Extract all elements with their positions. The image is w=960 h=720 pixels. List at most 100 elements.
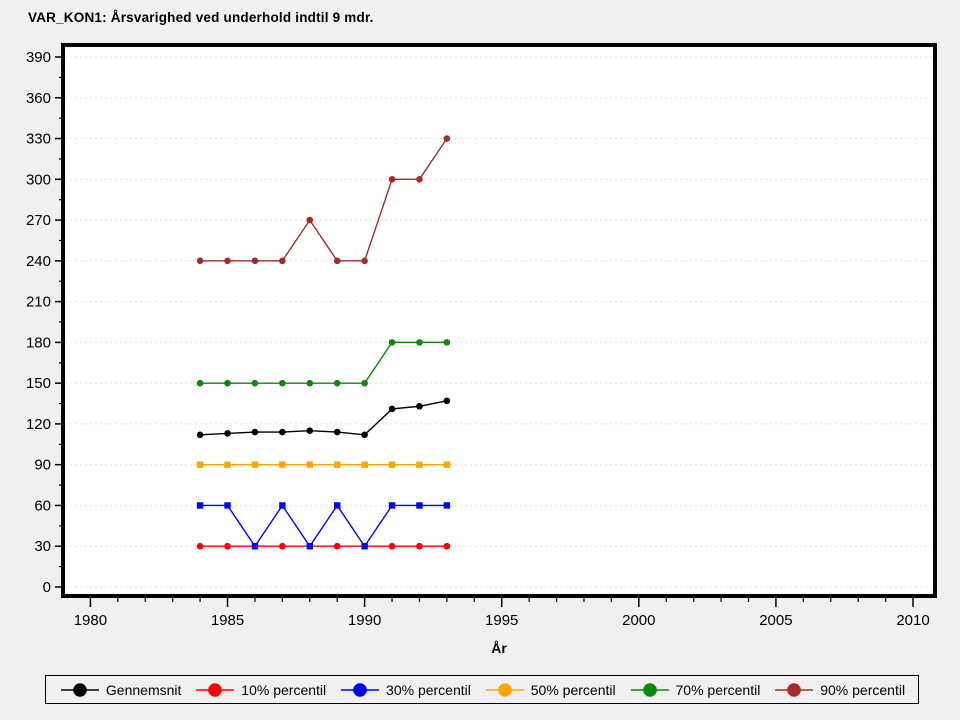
y-tick-label: 150 (26, 375, 51, 392)
data-point-marker (416, 339, 423, 346)
data-point-marker (388, 461, 396, 468)
legend-label: 90% percentil (820, 681, 906, 698)
data-point-marker (361, 461, 368, 468)
data-point-marker (388, 176, 396, 183)
data-point-marker (306, 461, 313, 468)
y-tick-label: 90 (34, 457, 51, 474)
legend-marker-icon (60, 682, 99, 697)
data-point-marker (334, 461, 341, 468)
x-tick-label: 1985 (211, 612, 244, 629)
data-point-marker (196, 379, 204, 387)
data-point-marker (443, 339, 451, 346)
legend-dot (642, 682, 657, 697)
data-point-marker (196, 257, 204, 265)
legend-dot (73, 682, 87, 697)
data-point-marker (361, 543, 368, 550)
legend-item-1: 10% percentil (194, 681, 326, 699)
data-point-marker (224, 502, 231, 509)
data-point-marker (443, 461, 451, 468)
data-point-marker (443, 135, 451, 142)
x-tick-label: 2010 (896, 612, 929, 629)
legend-item-2: 30% percentil (339, 681, 471, 699)
data-point-marker (333, 257, 341, 265)
y-axis-ticks: 0 30 60 90 120 150 180 210 240 270 300 330 360 390 (26, 49, 63, 596)
data-point-marker (251, 461, 259, 468)
data-point-marker (388, 405, 396, 413)
data-point-marker (279, 428, 286, 436)
data-point-marker (306, 216, 314, 224)
data-point-marker (443, 542, 451, 550)
data-point-marker (416, 176, 423, 183)
data-point-marker (333, 542, 341, 550)
chart-title: VAR_KON1: Årsvarighed ved underhold indt… (28, 10, 374, 25)
data-point-marker (361, 257, 368, 265)
data-point-marker (251, 428, 259, 436)
series-gennemsnit (196, 397, 451, 439)
y-tick-label: 390 (26, 49, 51, 66)
data-point-marker (416, 461, 423, 468)
series-70-percentil (196, 339, 451, 387)
legend-dot (353, 682, 367, 697)
data-point-marker (224, 257, 231, 265)
data-point-marker (279, 542, 286, 550)
legend-marker-icon (485, 682, 524, 697)
legend-label: 30% percentil (386, 681, 471, 698)
legend-item-0: Gennemsnit (59, 681, 181, 699)
data-point-marker (333, 379, 341, 387)
data-point-marker (388, 502, 396, 509)
series-30-percentil (196, 502, 451, 550)
y-tick-label: 210 (26, 294, 51, 311)
series-line (200, 400, 448, 436)
data-point-marker (196, 461, 204, 468)
data-point-marker (279, 379, 286, 387)
data-point-marker (306, 427, 314, 435)
data-point-marker (196, 431, 204, 439)
legend-dot (787, 682, 802, 697)
y-tick-label: 0 (43, 579, 51, 596)
y-tick-label: 300 (26, 171, 51, 188)
data-point-marker (388, 339, 396, 346)
legend-label: Gennemsnit (105, 681, 182, 698)
series-line (200, 138, 448, 262)
x-tick-label: 2005 (759, 612, 792, 629)
data-point-marker (306, 543, 313, 550)
plot-frame (61, 43, 937, 598)
x-tick-label: 1990 (348, 612, 381, 629)
y-tick-label: 270 (26, 212, 51, 229)
data-point-marker (416, 502, 423, 509)
legend-item-5: 90% percentil (773, 681, 905, 699)
data-point-marker (361, 431, 368, 439)
legend-dot (497, 682, 512, 697)
plot-background (63, 45, 935, 596)
data-point-marker (443, 502, 451, 509)
data-point-marker (279, 257, 286, 265)
data-point-marker (224, 461, 231, 468)
legend-marker-icon (630, 682, 669, 697)
series-90-percentil (196, 135, 451, 265)
data-point-marker (388, 542, 396, 550)
series-50-percentil (196, 461, 451, 468)
data-point-marker (224, 542, 231, 550)
x-axis-ticks: 1980 1985 1990 1995 2000 2005 2010 (74, 597, 930, 629)
data-point-marker (224, 379, 231, 387)
y-tick-label: 360 (26, 90, 51, 107)
series-line (200, 341, 447, 384)
y-tick-label: 180 (26, 334, 51, 351)
data-point-marker (416, 542, 423, 550)
data-point-marker (443, 397, 451, 405)
data-point-marker (196, 542, 204, 550)
x-axis-label: År (491, 640, 507, 656)
legend-marker-icon (341, 682, 380, 697)
x-tick-label: 2000 (622, 612, 655, 629)
y-tick-label: 240 (26, 253, 51, 270)
data-point-marker (279, 461, 286, 468)
legend-item-4: 70% percentil (629, 681, 760, 699)
y-tick-label: 60 (34, 497, 51, 514)
series-line (200, 504, 447, 548)
legend-marker-icon (775, 682, 814, 697)
data-point-marker (251, 379, 259, 387)
data-point-marker (416, 402, 423, 410)
data-point-marker (334, 502, 341, 509)
